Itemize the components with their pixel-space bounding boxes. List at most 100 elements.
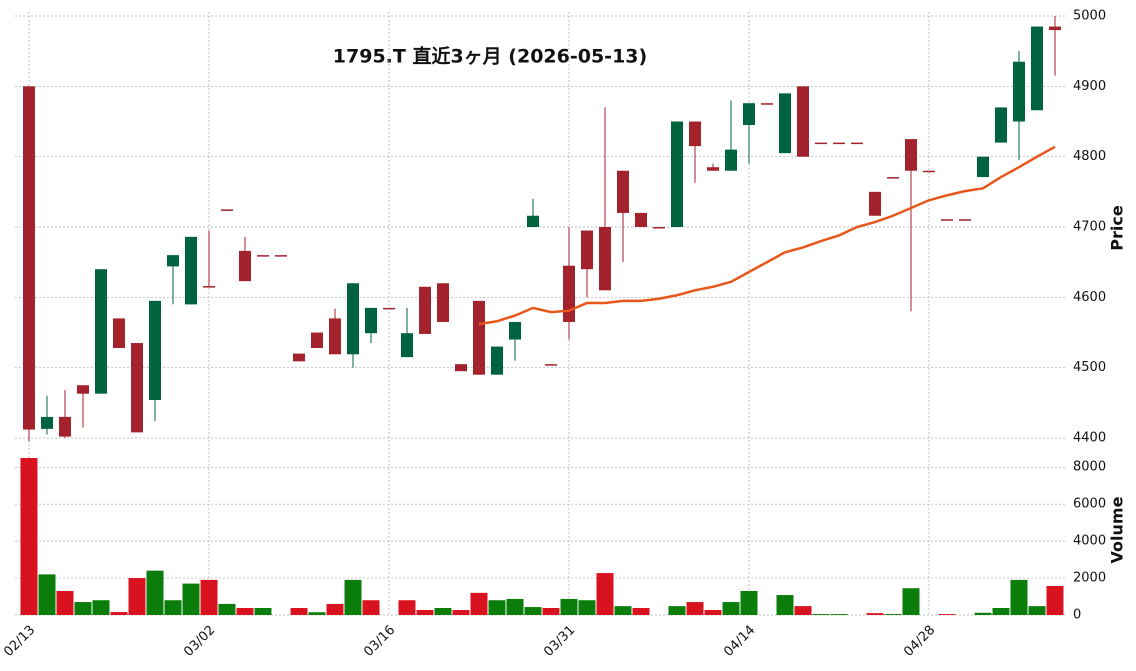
volume-bar	[596, 573, 614, 615]
candle-body	[347, 283, 359, 355]
y-tick-label: 4700	[1073, 220, 1106, 235]
volume-bar	[1046, 586, 1064, 615]
candle-body	[77, 385, 89, 394]
candle-body	[23, 86, 35, 430]
candle-body	[599, 227, 611, 291]
y2-axis-label: Volume	[1108, 496, 1127, 563]
volume-bar	[200, 579, 218, 615]
candle-body	[275, 255, 287, 257]
candle-body	[167, 255, 179, 267]
chart-title: 1795.T 直近3ヶ月 (2026-05-13)	[333, 45, 647, 68]
volume-bar	[1028, 606, 1046, 615]
volume-bar	[686, 602, 704, 615]
candle-body	[365, 307, 377, 334]
y-tick-label: 5000	[1073, 9, 1106, 24]
volume-bar	[218, 603, 236, 615]
volume-bar	[452, 610, 470, 615]
candle-body	[977, 156, 989, 178]
candle-body	[581, 230, 593, 270]
volume-bar	[740, 590, 758, 615]
volume-bar	[902, 588, 920, 615]
volume-bar	[830, 614, 848, 615]
candle-body	[1031, 26, 1043, 111]
candle-body	[401, 333, 413, 358]
volume-bar	[20, 458, 38, 615]
volume-bar	[776, 595, 794, 615]
candle-body	[383, 307, 395, 310]
volume-bar	[974, 612, 992, 615]
y2-tick-label: 2000	[1073, 571, 1106, 586]
x-tick-label: 03/02	[181, 623, 218, 660]
volume-bar	[722, 602, 740, 615]
x-tick-label: 04/28	[901, 623, 938, 660]
volume-bar	[884, 614, 902, 615]
volume-bar	[290, 607, 308, 615]
y-tick-label: 4900	[1073, 79, 1106, 94]
volume-bar	[542, 607, 560, 615]
candle-body	[545, 364, 557, 366]
candle-body	[869, 191, 881, 216]
volume-bar	[110, 612, 128, 615]
volume-bar	[344, 579, 362, 615]
candle-body	[473, 300, 485, 375]
volume-bar	[524, 607, 542, 615]
volume-bar	[632, 607, 650, 615]
volume-bar	[326, 603, 344, 615]
y-tick-label: 4500	[1073, 360, 1106, 375]
candle-body	[887, 177, 899, 179]
candle-body	[527, 215, 539, 227]
volume-bar	[614, 606, 632, 615]
candle-body	[815, 142, 827, 145]
volume-bar	[434, 607, 452, 615]
candle-body	[563, 265, 575, 322]
moving-average-line	[478, 145, 1056, 326]
candle-body	[689, 121, 701, 147]
candle-body	[635, 212, 647, 227]
volume-bar	[308, 612, 326, 615]
volume-bar	[668, 606, 686, 615]
candle-body	[851, 142, 863, 145]
y-tick-label: 4400	[1073, 431, 1106, 446]
candle-body	[419, 286, 431, 334]
y2-tick-label: 0	[1073, 608, 1081, 623]
volume-bar	[704, 610, 722, 615]
volume-bar	[398, 600, 416, 615]
candle-body	[941, 219, 953, 221]
volume-bar	[128, 578, 146, 615]
candle-body	[113, 318, 125, 348]
candle-body	[329, 318, 341, 355]
y2-tick-label: 4000	[1073, 534, 1106, 549]
volume-bar	[578, 600, 596, 615]
candle-body	[509, 321, 521, 340]
candle-body	[203, 286, 215, 288]
candle-body	[617, 170, 629, 213]
candle-body	[59, 416, 71, 437]
candle-body	[671, 121, 683, 227]
volume-bar	[560, 598, 578, 615]
volume-bar	[182, 583, 200, 615]
candle-body	[455, 364, 467, 372]
candle-body	[743, 103, 755, 126]
volume-bar	[164, 600, 182, 615]
volume-bar	[488, 600, 506, 615]
volume-bar	[938, 614, 956, 615]
candle-body	[653, 227, 665, 229]
volume-bar	[254, 607, 272, 615]
candle-body	[779, 93, 791, 154]
candle-body	[41, 416, 53, 429]
volume-bar	[146, 570, 164, 615]
candle-body	[221, 209, 233, 211]
volume-bar	[794, 606, 812, 615]
candle-body	[905, 139, 917, 171]
candle-body	[149, 300, 161, 401]
candle-body	[797, 86, 809, 157]
y2-tick-label: 8000	[1073, 460, 1106, 475]
candle-body	[131, 343, 143, 433]
candle-body	[995, 107, 1007, 143]
x-tick-label: 03/16	[361, 623, 398, 660]
x-tick-label: 04/14	[721, 623, 758, 660]
candle-body	[491, 346, 503, 375]
candle-body	[707, 167, 719, 171]
candle-body	[293, 353, 305, 362]
candle-body	[311, 332, 323, 348]
